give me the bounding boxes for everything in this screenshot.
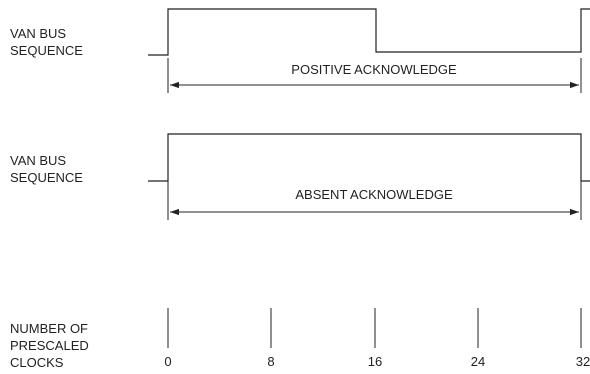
clock-tick-label-24: 24 <box>471 354 485 369</box>
clock-axis: NUMBER OF PRESCALED CLOCKS 0 8 16 24 32 <box>10 308 590 370</box>
row2-label: VAN BUS SEQUENCE <box>10 153 83 185</box>
clock-label-line3: CLOCKS <box>10 355 64 370</box>
absent-acknowledge-label: ABSENT ACKNOWLEDGE <box>295 187 453 202</box>
clock-axis-label: NUMBER OF PRESCALED CLOCKS <box>10 321 92 370</box>
clock-tick-label-0: 0 <box>164 354 171 369</box>
row1-label-line1: VAN BUS <box>10 26 66 41</box>
absent-acknowledge-row: VAN BUS SEQUENCE ABSENT ACKNOWLEDGE <box>10 133 590 220</box>
row2-label-line1: VAN BUS <box>10 153 66 168</box>
clock-tick-label-32: 32 <box>576 354 590 369</box>
clock-label-line2: PRESCALED <box>10 338 89 353</box>
row1-label: VAN BUS SEQUENCE <box>10 26 83 58</box>
row1-label-line2: SEQUENCE <box>10 43 83 58</box>
row2-waveform-low-left <box>148 133 590 182</box>
row2-label-line2: SEQUENCE <box>10 170 83 185</box>
row1-waveform <box>148 8 590 56</box>
clock-tick-label-16: 16 <box>368 354 382 369</box>
positive-acknowledge-label: POSITIVE ACKNOWLEDGE <box>291 62 457 77</box>
clock-tick-label-8: 8 <box>267 354 274 369</box>
positive-acknowledge-row: VAN BUS SEQUENCE POSITIVE ACKNOWLEDGE <box>10 8 590 93</box>
clock-label-line1: NUMBER OF <box>10 321 88 336</box>
